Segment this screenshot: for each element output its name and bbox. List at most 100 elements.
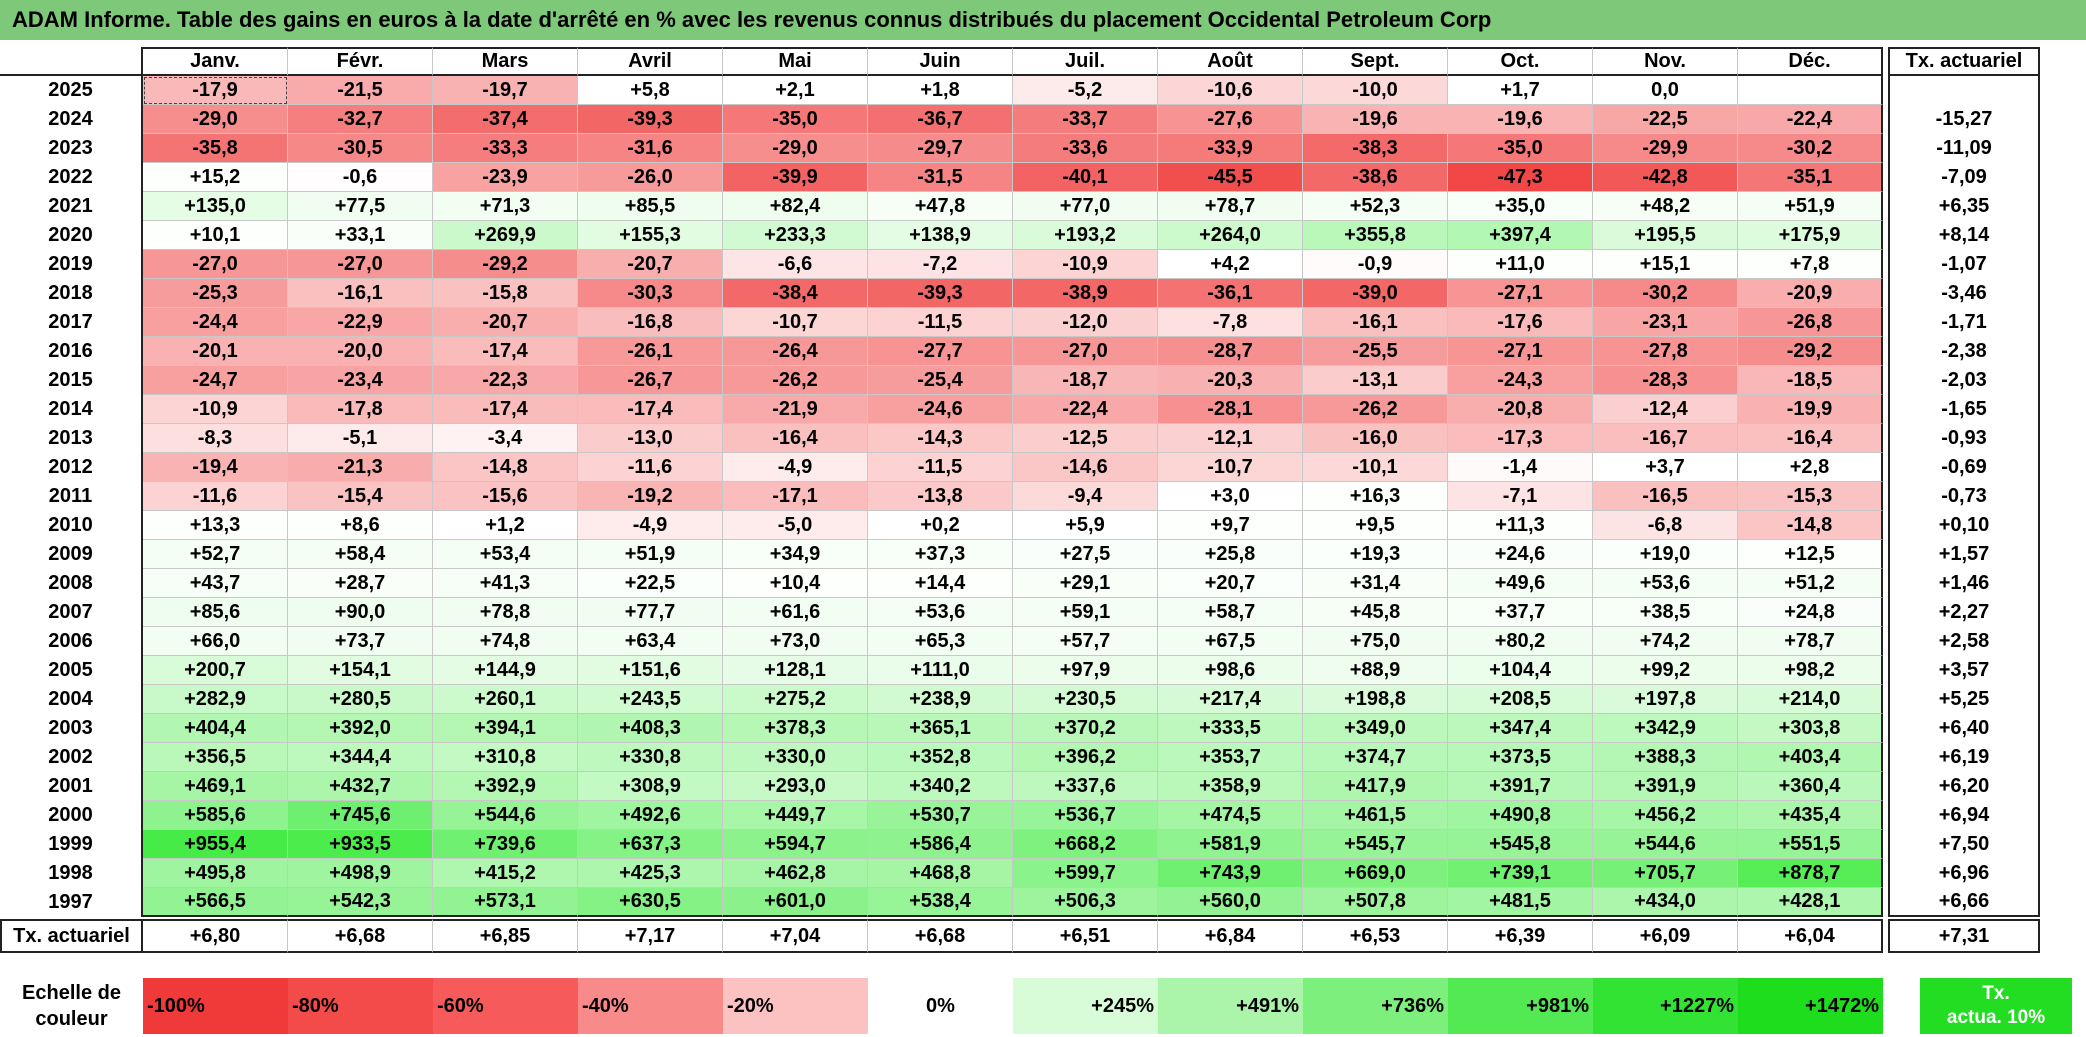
gain-cell: +275,2: [723, 685, 868, 714]
gain-cell: +9,5: [1303, 511, 1448, 540]
gain-cell: +78,8: [433, 598, 578, 627]
table-row: 2017 -24,4 -22,9 -20,7 -16,8 -10,7 -11,5 -12,0-…: [0, 308, 2040, 337]
gain-cell: +878,7: [1738, 859, 1883, 888]
gain-cell: +19,3: [1303, 540, 1448, 569]
gain-cell: -4,9: [578, 511, 723, 540]
table-row: 2001 +469,1 +432,7 +392,9 +308,9 +293,0 +340,2…: [0, 772, 2040, 801]
gain-cell: -10,7: [1158, 453, 1303, 482]
gain-cell: +67,5: [1158, 627, 1303, 656]
gain-cell: -5,2: [1013, 76, 1158, 105]
rate-cell: -15,27: [1888, 105, 2040, 134]
gain-cell: +586,4: [868, 830, 1013, 859]
table-row: 1997 +566,5 +542,3 +573,1 +630,5 +601,0 +538,4…: [0, 888, 2040, 917]
rate-footer-cell: +6,04: [1738, 919, 1883, 953]
gain-cell: +469,1: [143, 772, 288, 801]
gain-cell: +208,5: [1448, 685, 1593, 714]
gain-cell: +74,2: [1593, 627, 1738, 656]
table-row: 2019 -27,0 -27,0 -29,2 -20,7 -6,6 -7,2 -10,9 +4,…: [0, 250, 2040, 279]
gain-cell: +360,4: [1738, 772, 1883, 801]
table-row: 2025 -17,9 -21,5 -19,7 +5,8 +2,1 +1,8 -5,2 -10,6…: [0, 76, 2040, 105]
year-cell: 2007: [0, 598, 143, 627]
month-header-cell: Févr.: [288, 47, 433, 76]
gain-cell: +435,4: [1738, 801, 1883, 830]
gain-cell: -10,6: [1158, 76, 1303, 105]
gain-cell: +11,3: [1448, 511, 1593, 540]
gain-cell: +308,9: [578, 772, 723, 801]
table-row: 2014 -10,9 -17,8 -17,4 -17,4 -21,9 -24,6 -22,4-…: [0, 395, 2040, 424]
gain-cell: -19,6: [1448, 105, 1593, 134]
gain-cell: +630,5: [578, 888, 723, 917]
gain-cell: +5,8: [578, 76, 723, 105]
column-gap: [1883, 685, 1888, 714]
column-gap: [1883, 656, 1888, 685]
gain-cell: +61,6: [723, 598, 868, 627]
year-cell: 2017: [0, 308, 143, 337]
gain-cell: -22,3: [433, 366, 578, 395]
gain-cell: +310,8: [433, 743, 578, 772]
gain-cell: +31,4: [1303, 569, 1448, 598]
gain-cell: +353,7: [1158, 743, 1303, 772]
year-cell: 2011: [0, 482, 143, 511]
column-gap: [1883, 221, 1888, 250]
gain-cell: -19,2: [578, 482, 723, 511]
rate-cell: -1,71: [1888, 308, 2040, 337]
color-scale-swatch: +491%: [1158, 978, 1303, 1034]
color-scale-swatch: -60%: [433, 978, 578, 1034]
gain-cell: +403,4: [1738, 743, 1883, 772]
gain-cell: +545,7: [1303, 830, 1448, 859]
color-scale-swatch: +245%: [1013, 978, 1158, 1034]
column-gap: [1883, 250, 1888, 279]
gain-cell: +551,5: [1738, 830, 1883, 859]
gain-cell: -17,9: [143, 76, 288, 105]
gain-cell: -16,5: [1593, 482, 1738, 511]
gain-cell: +573,1: [433, 888, 578, 917]
column-gap: [1883, 511, 1888, 540]
gain-cell: +269,9: [433, 221, 578, 250]
column-gap: [1883, 627, 1888, 656]
column-gap: [1883, 308, 1888, 337]
color-scale-label-line1: Echelle de: [22, 982, 121, 1004]
gain-cell: -36,1: [1158, 279, 1303, 308]
gain-cell: -26,1: [578, 337, 723, 366]
gain-cell: -19,6: [1303, 105, 1448, 134]
gain-cell: +65,3: [868, 627, 1013, 656]
gain-cell: +47,8: [868, 192, 1013, 221]
column-gap: [1883, 366, 1888, 395]
gain-cell: +75,0: [1303, 627, 1448, 656]
gain-cell: -16,8: [578, 308, 723, 337]
gain-cell: -17,4: [578, 395, 723, 424]
gain-cell: +97,9: [1013, 656, 1158, 685]
gain-cell: -10,9: [143, 395, 288, 424]
gain-cell: -22,4: [1738, 105, 1883, 134]
gain-cell: -20,0: [288, 337, 433, 366]
gain-cell: +358,9: [1158, 772, 1303, 801]
year-cell: 2015: [0, 366, 143, 395]
gain-cell: +544,6: [433, 801, 578, 830]
gain-cell: +264,0: [1158, 221, 1303, 250]
gain-cell: -12,0: [1013, 308, 1158, 337]
gain-cell: -16,4: [723, 424, 868, 453]
year-cell: 2025: [0, 76, 143, 105]
column-gap: [1883, 482, 1888, 511]
gain-cell: -30,5: [288, 134, 433, 163]
gain-cell: -0,9: [1303, 250, 1448, 279]
gain-cell: +53,6: [868, 598, 1013, 627]
gain-cell: +2,8: [1738, 453, 1883, 482]
gain-cell: -27,1: [1448, 279, 1593, 308]
gain-cell: -25,3: [143, 279, 288, 308]
gain-cell: +98,6: [1158, 656, 1303, 685]
color-scale-swatch: -20%: [723, 978, 868, 1034]
month-header-cell: Juin: [868, 47, 1013, 76]
color-scale-swatch: +1472%: [1738, 978, 1883, 1034]
gain-cell: -30,2: [1738, 134, 1883, 163]
gain-cell: +417,9: [1303, 772, 1448, 801]
column-gap: [1883, 105, 1888, 134]
rate-cell: +6,66: [1888, 888, 2040, 917]
table-row: 2013 -8,3 -5,1 -3,4 -13,0 -16,4 -14,3 -12,5 -12,…: [0, 424, 2040, 453]
gain-cell: +507,8: [1303, 888, 1448, 917]
month-header-cell: Nov.: [1593, 47, 1738, 76]
gain-cell: -20,7: [433, 308, 578, 337]
rate-header-cell: Tx. actuariel: [1888, 47, 2040, 76]
gain-cell: +356,5: [143, 743, 288, 772]
month-header-cell: Mars: [433, 47, 578, 76]
